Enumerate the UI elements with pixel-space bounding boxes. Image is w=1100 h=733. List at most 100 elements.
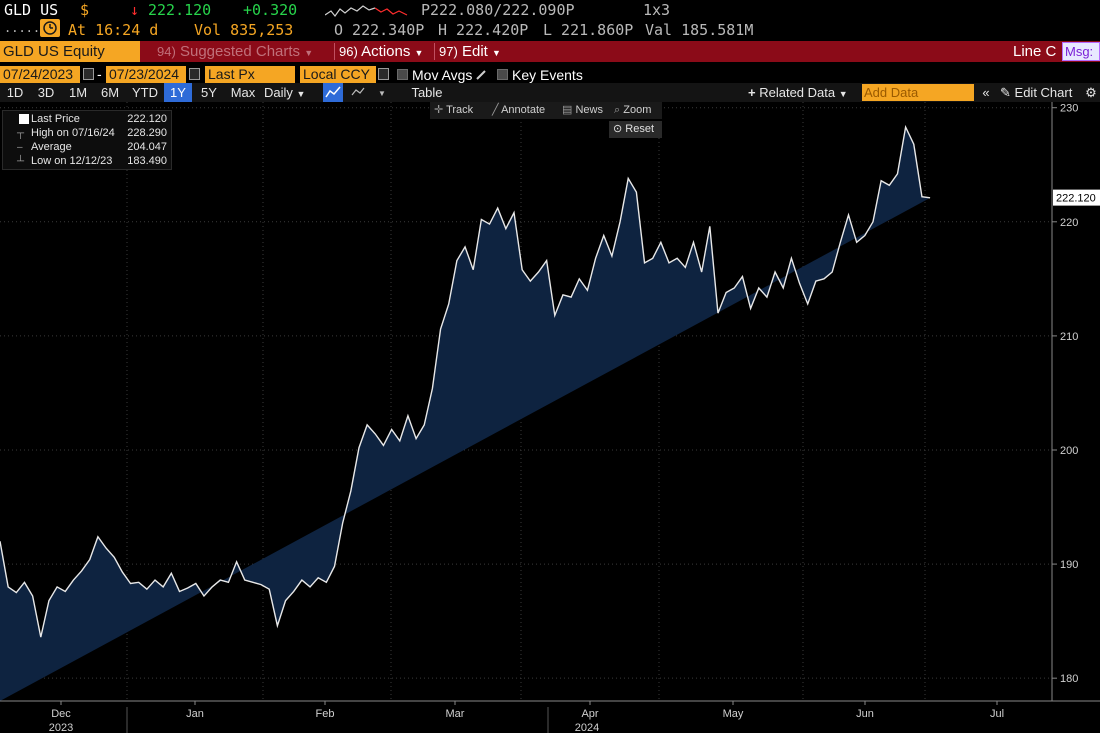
period-6m[interactable]: 6M <box>100 85 120 100</box>
high-price: H 222.420P <box>438 21 529 39</box>
legend-last-price[interactable]: Last Price 222.120 <box>3 112 171 126</box>
clock-icon[interactable] <box>40 19 60 37</box>
x-year-label: 2024 <box>575 722 599 733</box>
parameter-row: 07/24/2023 - 07/23/2024 Last Px Local CC… <box>0 64 1100 84</box>
x-tick-label: Mar <box>446 708 465 720</box>
volume: Vol 835,253 <box>194 21 294 39</box>
y-tick-label: 230 <box>1060 103 1078 115</box>
period-3d[interactable]: 3D <box>37 85 55 100</box>
period-1m[interactable]: 1M <box>68 85 88 100</box>
edit-chart-label: Edit Chart <box>1014 85 1073 100</box>
date-dash: - <box>97 66 102 82</box>
series-swatch <box>19 114 29 124</box>
net-change: +0.320 <box>243 1 298 19</box>
annotate-icon: ╱ <box>492 104 499 116</box>
zoom-tool[interactable]: ⌕ Zoom <box>614 104 652 116</box>
edit-menu[interactable]: 97) Edit ▼ <box>439 43 501 60</box>
period-ytd[interactable]: YTD <box>132 85 158 100</box>
menu-number: 96) <box>339 44 358 59</box>
news-tool[interactable]: ▤ News <box>562 104 603 116</box>
trade-size: 1x3 <box>643 1 671 19</box>
y-tick-label: 210 <box>1060 331 1078 343</box>
period-1d[interactable]: 1D <box>6 85 24 100</box>
annotate-tool[interactable]: ╱ Annotate <box>492 104 546 116</box>
start-date-field[interactable]: 07/24/2023 <box>0 66 80 83</box>
currency-selector[interactable]: Local CCY <box>300 66 376 83</box>
table-button[interactable]: Table <box>411 85 443 100</box>
message-box[interactable]: Msg: <box>1062 42 1100 61</box>
legend-average: – Average 204.047 <box>17 141 167 153</box>
reset-icon: ⊙ <box>613 123 623 135</box>
high-marker-icon: ┬ <box>17 128 25 139</box>
x-year-label: 2023 <box>49 722 73 733</box>
related-data-menu[interactable]: + Related Data ▼ <box>748 85 848 100</box>
chart-tools-bar: ✛ Track ╱ Annotate ▤ News ⌕ Zoom <box>430 102 662 119</box>
period-5y[interactable]: 5Y <box>201 85 217 100</box>
magnifier-icon: ⌕ <box>614 104 621 116</box>
line-chart-icon[interactable] <box>323 83 343 102</box>
quote-header: GLD US $ ↓ 222.120 +0.320 P222.080/222.0… <box>0 0 1100 42</box>
low-marker-icon: ┴ <box>17 156 25 167</box>
frequency-selector[interactable]: Daily ▼ <box>264 85 306 100</box>
security-field[interactable]: GLD US Equity <box>0 41 140 62</box>
legend-low: ┴ Low on 12/12/23 183.490 <box>17 155 167 167</box>
related-data-label: Related Data <box>759 85 836 100</box>
x-tick-label: Jun <box>856 708 874 720</box>
collapse-icon[interactable]: « <box>982 85 990 100</box>
x-tick-label: Apr <box>581 708 598 720</box>
chart-area: 180 190 200 210 220 230 222.120 Dec Jan Feb Mar Apr… <box>0 102 1100 733</box>
ticker: GLD US <box>4 1 59 19</box>
chart-style-dropdown[interactable]: ▼ <box>348 83 388 102</box>
crosshair-icon: ✛ <box>434 104 444 116</box>
reset-button[interactable]: ⊙ Reset <box>609 121 662 138</box>
calendar-icon[interactable] <box>189 68 200 80</box>
x-tick-label: Jul <box>990 708 1004 720</box>
x-tick-label: Feb <box>316 708 335 720</box>
average-marker-icon: – <box>17 142 23 153</box>
period-max[interactable]: Max <box>230 85 256 100</box>
trade-time: At 16:24 d <box>68 21 159 39</box>
menu-number: 94) <box>157 44 176 59</box>
y-tick-label: 220 <box>1060 217 1078 229</box>
key-events-label[interactable]: Key Events <box>512 67 583 83</box>
last-price-tag: 222.120 <box>1056 193 1096 205</box>
actions-menu[interactable]: 96) Actions ▼ <box>339 43 424 60</box>
pencil-icon: ✎ <box>1000 85 1011 100</box>
x-tick-label: May <box>723 708 744 720</box>
price-field-selector[interactable]: Last Px <box>205 66 295 83</box>
mov-avgs-checkbox[interactable] <box>397 69 408 80</box>
mov-avgs-label[interactable]: Mov Avgs <box>412 67 473 83</box>
open-price: O 222.340P <box>334 21 425 39</box>
x-axis-panel <box>0 701 1100 733</box>
y-tick-label: 200 <box>1060 445 1078 457</box>
last-price: 222.120 <box>148 1 212 19</box>
last-price-tag-bg <box>1053 189 1100 206</box>
sparkline-icon <box>325 5 408 17</box>
end-date-field[interactable]: 07/23/2024 <box>106 66 186 83</box>
dropdown-icon[interactable] <box>378 68 389 80</box>
low-price: L 221.860P <box>543 21 634 39</box>
y-tick-label: 180 <box>1060 673 1078 685</box>
actions-label: Actions <box>361 43 411 60</box>
period-1y[interactable]: 1Y <box>164 83 192 102</box>
traded-value: Val 185.581M <box>645 21 754 39</box>
news-icon: ▤ <box>562 104 573 116</box>
edit-chart-button[interactable]: ✎ Edit Chart <box>1000 83 1076 102</box>
price-chart[interactable]: 180 190 200 210 220 230 222.120 Dec Jan Feb Mar Apr… <box>0 102 1100 733</box>
settings-gear-icon[interactable]: ⚙ <box>1085 85 1097 100</box>
key-events-checkbox[interactable] <box>497 69 508 80</box>
calendar-icon[interactable] <box>83 68 94 80</box>
pencil-icon[interactable] <box>475 69 487 81</box>
chart-toolbar: 1D 3D 1M 6M YTD 1Y 5Y Max Daily ▼ ▼ Tabl… <box>0 83 1100 102</box>
add-data-input[interactable]: Add Data <box>862 84 974 101</box>
chart-legend: Last Price 222.120 ┬ High on 07/16/24 22… <box>2 110 172 170</box>
suggested-charts-label: Suggested Charts <box>179 43 301 60</box>
menu-bar: GLD US Equity 94) Suggested Charts ▼ 96)… <box>0 41 1100 62</box>
track-tool[interactable]: ✛ Track <box>434 104 474 116</box>
svg-text:▼: ▼ <box>378 89 386 98</box>
price-area <box>0 127 931 701</box>
x-tick-label: Dec <box>51 708 71 720</box>
suggested-charts-menu[interactable]: 94) Suggested Charts ▼ <box>157 43 314 60</box>
menu-number: 97) <box>439 44 458 59</box>
bid-ask: P222.080/222.090P <box>421 1 575 19</box>
